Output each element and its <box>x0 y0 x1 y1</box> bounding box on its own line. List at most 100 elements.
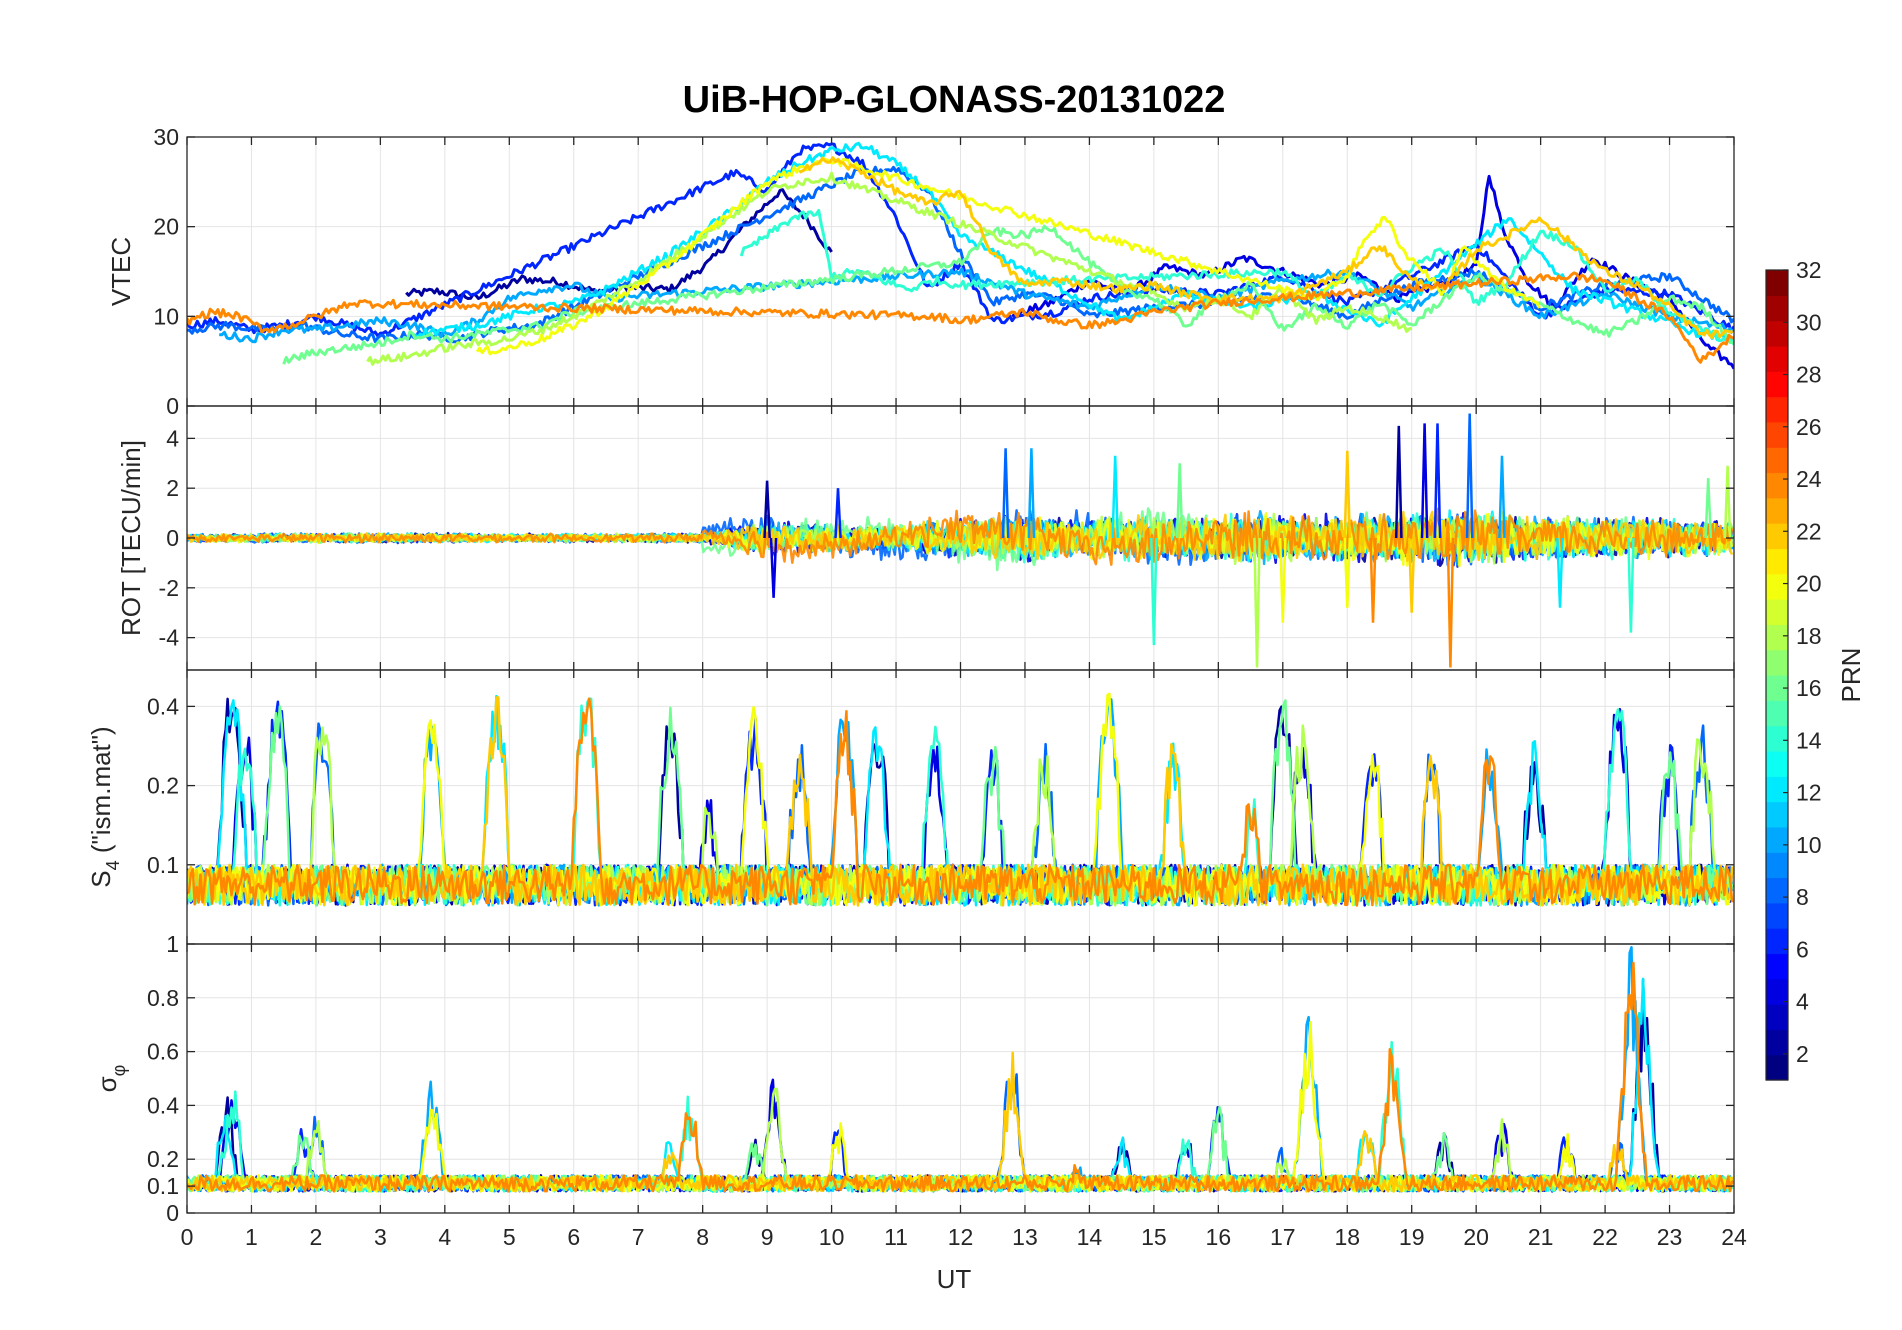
x-tick-label: 8 <box>696 1224 709 1250</box>
plot-area <box>187 946 1734 1193</box>
colorbar-swatch <box>1766 776 1788 803</box>
x-tick-label: 24 <box>1721 1224 1747 1250</box>
y-axis-label: σφ <box>92 1065 129 1093</box>
colorbar-tick-label: 16 <box>1796 675 1822 701</box>
y-tick-label: 4 <box>166 425 179 451</box>
colorbar-swatch <box>1766 472 1788 499</box>
rot-spike <box>1704 478 1713 539</box>
x-tick-label: 18 <box>1334 1224 1360 1250</box>
x-tick-label: 16 <box>1206 1224 1232 1250</box>
colorbar-swatch <box>1766 396 1788 423</box>
colorbar-swatch <box>1766 700 1788 727</box>
panel-s4: 0.1 0.2 0.4 S4 ("ism.mat") <box>86 669 1735 945</box>
colorbar-swatch <box>1766 826 1788 853</box>
y-axis-label-main: S <box>86 870 116 887</box>
colorbar-swatch <box>1766 902 1788 929</box>
y-tick-label: 0.4 <box>147 693 179 719</box>
x-tick-label: 20 <box>1463 1224 1489 1250</box>
rot-spike <box>1175 463 1184 539</box>
x-tick-label: 4 <box>438 1224 451 1250</box>
rot-spike <box>1253 537 1261 668</box>
colorbar-tick-label: 12 <box>1796 780 1822 806</box>
x-tick-label: 21 <box>1528 1224 1554 1250</box>
ticks <box>186 943 1735 1214</box>
colorbar-swatch <box>1766 649 1788 676</box>
y-tick-label: 0.8 <box>147 985 179 1011</box>
colorbar-label: PRN <box>1836 648 1866 703</box>
y-tick-label: 1 <box>166 931 179 957</box>
y-tick-label: 0 <box>166 525 179 551</box>
x-tick-label: 22 <box>1592 1224 1618 1250</box>
x-tick-label: 14 <box>1077 1224 1103 1250</box>
y-tick-label: 0.1 <box>147 852 179 878</box>
y-tick-label: 10 <box>153 303 179 329</box>
colorbar-swatch <box>1766 371 1788 398</box>
colorbar-swatch <box>1766 1004 1788 1030</box>
x-tick-label: 15 <box>1141 1224 1167 1250</box>
y-tick-label: 2 <box>166 475 179 501</box>
vtec-series-prn-18 <box>366 171 1413 366</box>
rot-spike <box>1369 537 1377 623</box>
rot-spike <box>1111 455 1120 539</box>
vtec-series-prn-14 <box>739 208 1734 346</box>
y-axis-label: ROT [TECU/min] <box>116 440 146 636</box>
colorbar-frame <box>1765 269 1789 1081</box>
x-tick-label: 7 <box>632 1224 645 1250</box>
x-tick-label: 12 <box>948 1224 974 1250</box>
colorbar-swatch <box>1766 725 1788 752</box>
colorbar-swatch <box>1766 750 1788 777</box>
s4-series-prn-24 <box>187 697 1734 907</box>
ticks <box>186 136 1735 407</box>
rot-spike <box>1407 537 1416 613</box>
ticks <box>186 670 1735 944</box>
rot-spike <box>1420 423 1429 539</box>
rot-spike <box>1446 537 1455 668</box>
colorbar-swatch <box>1766 548 1788 575</box>
x-tick-label: 17 <box>1270 1224 1296 1250</box>
y-tick-label: -4 <box>159 625 180 651</box>
colorbar-swatch <box>1766 801 1788 828</box>
x-tick-label: 19 <box>1399 1224 1425 1250</box>
rot-spike <box>834 488 842 539</box>
x-tick-label: 6 <box>567 1224 580 1250</box>
colorbar-tick-label: 32 <box>1796 257 1822 283</box>
sigma_phi-series-prn-24 <box>187 961 1734 1193</box>
colorbar-tick-label: 8 <box>1796 884 1809 910</box>
rot-spike <box>1027 448 1036 539</box>
y-tick-label: 0.1 <box>147 1173 179 1199</box>
panel-rot: -4 -2 0 2 4 ROT [TECU/min] <box>116 405 1735 671</box>
rot-spike <box>1723 465 1732 539</box>
colorbar-swatch <box>1766 953 1788 980</box>
y-tick-label: 0 <box>166 1200 179 1226</box>
rot-spike <box>1465 413 1474 539</box>
y-axis-label-main: σ <box>92 1076 122 1092</box>
colorbar-swatch <box>1766 852 1788 879</box>
vtec-series-prn-10 <box>219 267 1734 344</box>
colorbar-tick-label: 30 <box>1796 309 1822 335</box>
vtec-series-prn-24 <box>187 271 1734 364</box>
x-tick-label: 0 <box>181 1224 194 1250</box>
y-tick-label: -2 <box>159 575 179 601</box>
sigma_phi-series-prn-10 <box>187 946 1734 1193</box>
rot-spike <box>763 480 771 539</box>
colorbar-swatch <box>1766 877 1788 904</box>
panel-sigma_phi: 00.10.20.40.60.810 1 2 3 4 5 6 7 8 9 10 11 12 13 14 15 1… <box>92 931 1747 1250</box>
colorbar-tick-label: 22 <box>1796 518 1822 544</box>
colorbar-swatch <box>1766 523 1788 550</box>
sigma_phi-series-prn-20 <box>187 1020 1734 1193</box>
rot-spike <box>1627 537 1635 633</box>
colorbar-swatch <box>1766 599 1788 625</box>
y-tick-label: 30 <box>153 124 179 150</box>
rot-spike <box>769 537 778 598</box>
y-tick-label: 0 <box>166 393 179 419</box>
colorbar-tick-label: 14 <box>1796 727 1822 753</box>
rot-spike <box>1001 448 1010 539</box>
colorbar-swatch <box>1766 497 1788 524</box>
colorbar-swatch <box>1766 447 1788 474</box>
colorbar-swatch <box>1766 675 1788 701</box>
rot-spike <box>1433 423 1442 539</box>
x-tick-label: 2 <box>310 1224 323 1250</box>
colorbar-swatch <box>1766 295 1788 322</box>
